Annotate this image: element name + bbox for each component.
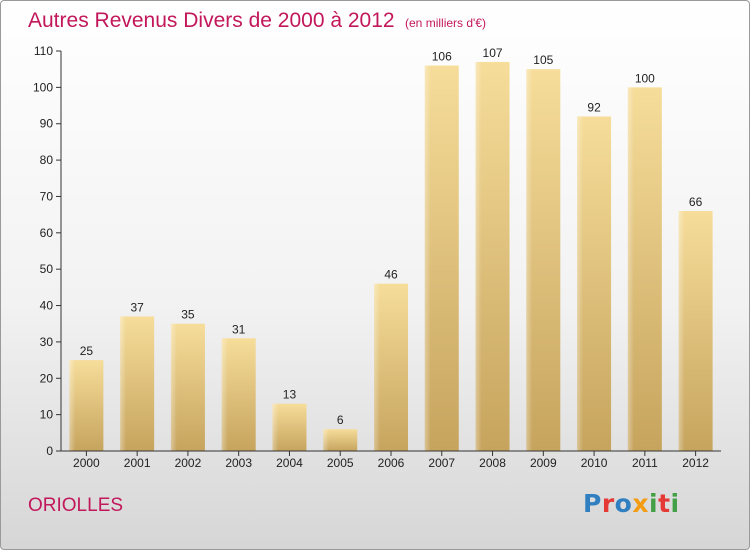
y-axis: 0 10 20 30 40 50 60 70 80 90 100 110 — [33, 44, 62, 458]
bar-highlight — [577, 116, 584, 452]
y-tick-label: 40 — [40, 299, 54, 313]
chart-subtitle: (en milliers d'€) — [405, 16, 486, 30]
data-label-2009: 105 — [533, 53, 553, 67]
bar-2005 — [323, 429, 358, 451]
data-label-2002: 35 — [181, 308, 195, 322]
data-label-2001: 37 — [130, 300, 144, 314]
bar-highlight — [120, 316, 127, 451]
bar-highlight — [69, 360, 76, 451]
y-tick-label: 100 — [33, 80, 53, 94]
x-tick-label: 2011 — [632, 456, 658, 470]
y-tick-label: 70 — [40, 189, 54, 203]
bar-highlight — [475, 61, 482, 452]
x-tick-label: 2000 — [73, 456, 100, 470]
y-tick-label: 80 — [40, 153, 54, 167]
data-label-2012: 66 — [689, 195, 703, 209]
x-tick-label: 2006 — [378, 456, 405, 470]
bar-highlight — [323, 429, 330, 451]
bar-highlight — [526, 69, 533, 451]
x-tick-label: 2010 — [581, 456, 608, 470]
y-tick-label: 0 — [46, 444, 53, 458]
data-label-2000: 25 — [80, 344, 94, 358]
y-tick-label: 30 — [40, 335, 54, 349]
data-label-2011: 100 — [635, 71, 655, 85]
bar-highlight — [272, 403, 279, 451]
proxiti-logo: Proxiti — [583, 489, 680, 518]
place-name: ORIOLLES — [28, 495, 124, 516]
data-label-2010: 92 — [587, 100, 601, 114]
x-tick-label: 2009 — [530, 456, 557, 470]
bar-highlight — [424, 65, 431, 451]
bar-highlight — [678, 211, 685, 451]
x-tick-label: 2007 — [428, 456, 455, 470]
y-tick-label: 60 — [40, 226, 54, 240]
data-label-2005: 6 — [337, 413, 344, 427]
data-label-2006: 46 — [384, 268, 398, 282]
data-label-2004: 13 — [283, 388, 297, 402]
x-tick-label: 2004 — [276, 456, 303, 470]
y-tick-label: 110 — [34, 44, 53, 58]
x-tick-label: 2012 — [682, 456, 709, 470]
x-tick-label: 2002 — [175, 456, 202, 470]
y-tick-label: 90 — [40, 117, 54, 131]
bar-highlight — [221, 338, 228, 451]
y-tick-label: 20 — [40, 371, 54, 385]
bars: 25 37 35 31 13 6 46 106 107 105 92 100 66 — [69, 46, 713, 452]
chart-title: Autres Revenus Divers de 2000 à 2012 — [28, 9, 395, 32]
bar-highlight — [170, 323, 177, 451]
x-tick-label: 2001 — [124, 456, 151, 470]
x-tick-label: 2005 — [327, 456, 354, 470]
x-tick-label: 2008 — [479, 456, 506, 470]
chart-header: Autres Revenus Divers de 2000 à 2012 (en… — [28, 9, 486, 33]
y-tick-label: 10 — [40, 408, 54, 422]
bar-highlight — [374, 283, 380, 451]
x-tick-label: 2003 — [225, 456, 252, 470]
x-axis: 2000 2001 2002 2003 2004 2005 2006 2007 2008 2009… — [61, 450, 721, 470]
data-label-2008: 107 — [483, 46, 503, 60]
data-label-2003: 31 — [232, 322, 246, 336]
data-label-2007: 106 — [432, 50, 452, 64]
bar-highlight — [627, 87, 634, 451]
y-tick-label: 50 — [40, 262, 54, 276]
